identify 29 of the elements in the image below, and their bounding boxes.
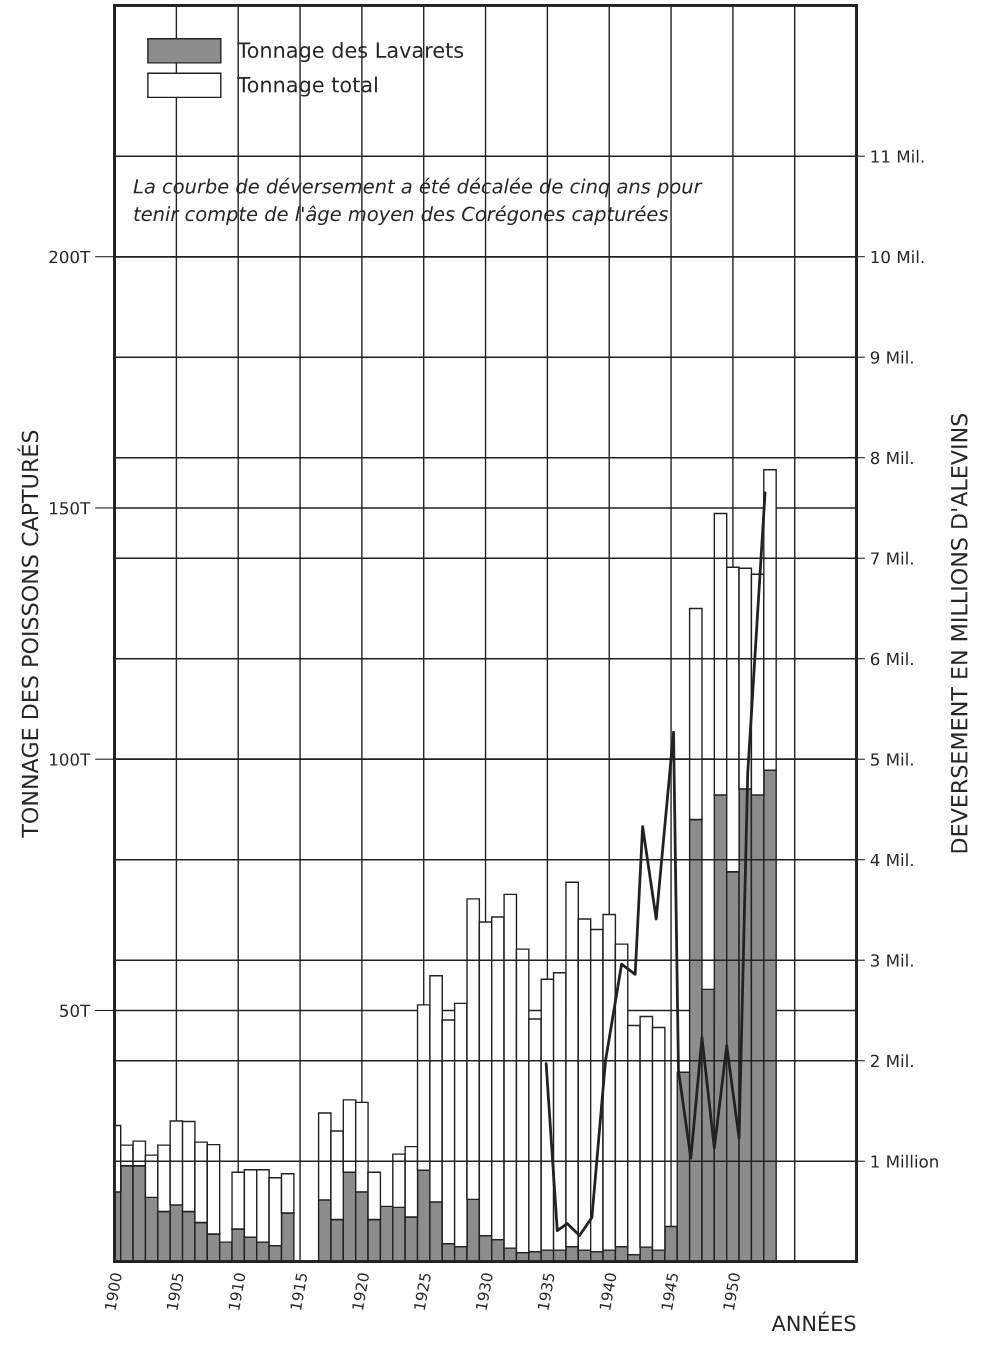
y2-tick-label: 8 Mil. — [870, 451, 913, 465]
x-tick-label: 1930 — [475, 1272, 494, 1311]
y2-tick-label: 11 Mil. — [871, 149, 924, 163]
y2-tick-label: 9 Mil. — [870, 350, 913, 364]
y-tick-label: 100T — [50, 753, 91, 766]
x-tick-label: 1920 — [351, 1272, 370, 1311]
y2-tick-label: 4 Mil. — [870, 853, 913, 867]
x-tick-label: 1905 — [166, 1272, 184, 1311]
y2-tick-label: 3 Mil. — [871, 953, 913, 967]
y2-tick-label: 2 Mil. — [870, 1054, 913, 1068]
x-tick-label: 1915 — [289, 1272, 308, 1311]
x-tick-label: 1945 — [660, 1272, 679, 1311]
y-tick-label: 150T — [50, 501, 91, 515]
x-tick-label: 1940 — [599, 1272, 617, 1311]
y2-tick-label: 7 Mil. — [871, 551, 913, 565]
y2-tick-label: 1 Million — [871, 1154, 938, 1168]
y-tick-label: 200T — [49, 250, 91, 264]
y2-axis-title: DEVERSEMENT EN MILLIONS D'ALEVINS — [950, 413, 968, 853]
y2-tick-label: 10 Mil. — [871, 250, 924, 264]
x-tick-label: 1910 — [228, 1272, 246, 1311]
x-tick-label: 1950 — [722, 1272, 741, 1311]
y2-tick-label: 6 Mil. — [870, 652, 913, 666]
y2-tick-label: 5 Mil. — [871, 752, 913, 766]
x-axis-title: ANNÉES — [771, 1311, 856, 1332]
x-tick-label: 1900 — [104, 1272, 123, 1311]
y-axis-title: TONNAGE DES POISSONS CAPTURÉS — [17, 430, 39, 838]
x-tick-label: 1935 — [537, 1272, 555, 1311]
y-tick-label: 50T — [60, 1004, 91, 1018]
x-tick-label: 1925 — [413, 1272, 432, 1311]
